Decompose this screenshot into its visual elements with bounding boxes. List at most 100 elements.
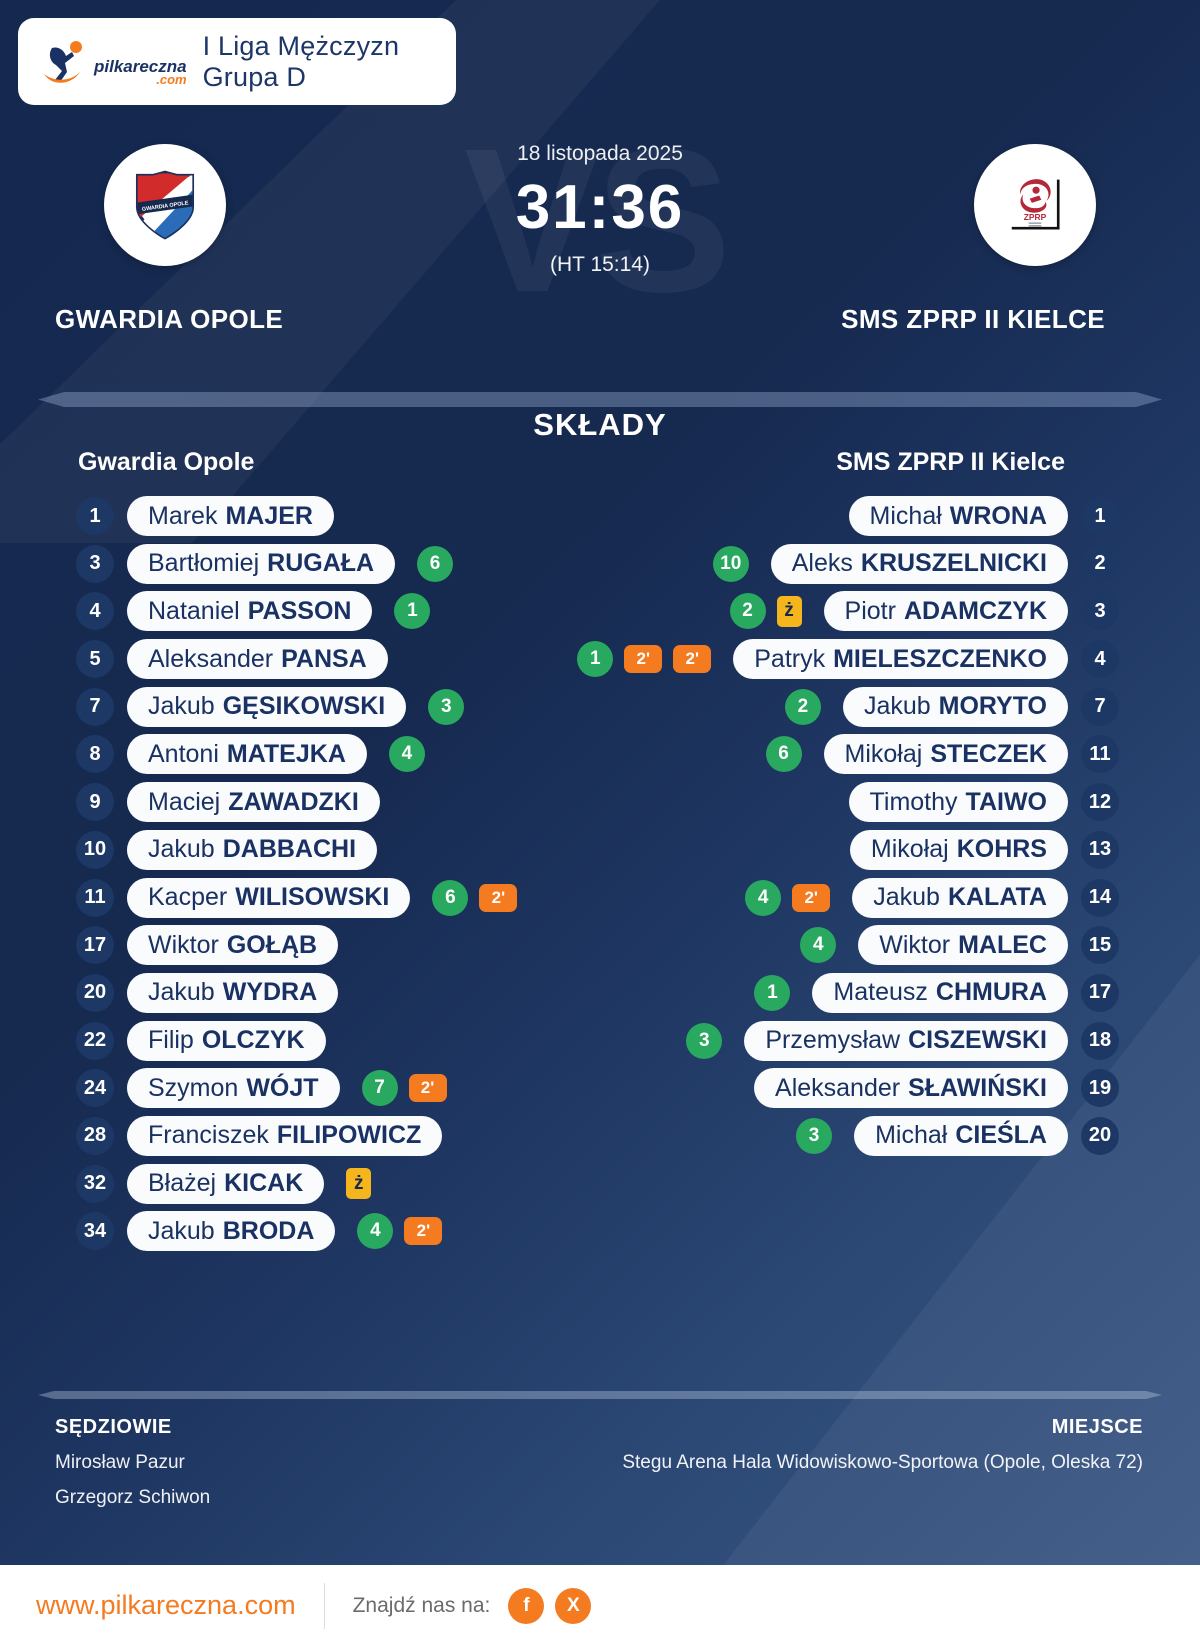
player-name-pill: Aleksander PANSA <box>127 639 388 680</box>
player-first-name: Antoni <box>148 739 219 768</box>
player-first-name: Piotr <box>844 596 896 625</box>
player-name-pill: Aleksander SŁAWIŃSKI <box>754 1068 1068 1109</box>
player-last-name: RUGAŁA <box>267 549 375 578</box>
player-last-name: MAJER <box>225 501 313 530</box>
vs-watermark: VS <box>464 106 731 335</box>
player-last-name: KICAK <box>224 1169 304 1198</box>
player-name-pill: Mikołaj STECZEK <box>823 734 1068 775</box>
score-block: 18 listopada 2025 31:36 (HT 15:14) <box>0 142 1200 277</box>
player-name-pill: Bartłomiej RUGAŁA <box>127 543 396 584</box>
player-name-pill: Franciszek FILIPOWICZ <box>127 1115 443 1156</box>
suspension-2min-badge: 2' <box>408 1074 447 1103</box>
player-badges: 3 <box>428 688 465 725</box>
player-row: 4 Nataniel PASSON 1 <box>76 591 431 632</box>
suspension-2min-badge: 2' <box>673 645 712 674</box>
shirt-number: 3 <box>1081 592 1119 631</box>
player-last-name: TAIWO <box>965 787 1047 816</box>
shirt-number: 7 <box>1081 687 1119 726</box>
player-first-name: Jakub <box>148 692 215 721</box>
final-score: 31:36 <box>515 173 685 242</box>
player-first-name: Timothy <box>869 787 958 816</box>
player-name-pill: Maciej ZAWADZKI <box>127 782 380 823</box>
player-last-name: SŁAWIŃSKI <box>908 1073 1047 1102</box>
facebook-icon[interactable]: f <box>508 1587 545 1624</box>
player-row: 8 Antoni MATEJKA 4 <box>76 734 425 775</box>
shirt-number: 1 <box>1081 497 1119 535</box>
player-row: 1 Marek MAJER <box>76 496 334 536</box>
player-first-name: Jakub <box>148 978 215 1007</box>
match-date: 18 listopada 2025 <box>517 142 683 165</box>
player-last-name: KRUSZELNICKI <box>860 549 1047 578</box>
player-first-name: Michał <box>875 1121 948 1150</box>
player-first-name: Szymon <box>148 1073 239 1102</box>
player-badges: 3 <box>686 1022 723 1059</box>
league-header-card: pilkareczna .com I Liga Mężczyzn Grupa D <box>18 18 456 105</box>
player-last-name: ADAMCZYK <box>903 596 1047 625</box>
player-name-pill: Wiktor MALEC <box>858 925 1068 966</box>
goals-badge: 4 <box>745 879 782 916</box>
player-badges: 1 <box>754 974 791 1011</box>
goals-badge: 4 <box>388 736 425 773</box>
goals-badge: 2 <box>729 593 766 630</box>
zprp-crest-icon: ZPRP <box>1011 179 1060 230</box>
halftime-score: (HT 15:14) <box>550 253 650 276</box>
player-row: 2 Jakub MORYTO 7 <box>784 686 1119 727</box>
logo-tld: .com <box>156 71 187 87</box>
player-last-name: MORYTO <box>938 692 1047 721</box>
player-badges: 4 <box>800 927 837 964</box>
player-name-pill: Piotr ADAMCZYK <box>823 591 1068 632</box>
goals-badge: 3 <box>686 1022 723 1059</box>
shirt-number: 15 <box>1081 926 1119 965</box>
player-name-pill: Kacper WILISOWSKI <box>127 877 411 918</box>
x-twitter-icon[interactable]: X <box>555 1587 592 1624</box>
player-first-name: Jakub <box>873 883 940 911</box>
shirt-number: 10 <box>76 830 114 869</box>
player-badges: ż <box>346 1168 372 1200</box>
player-last-name: CISZEWSKI <box>908 1026 1047 1055</box>
player-first-name: Mateusz <box>833 978 928 1007</box>
player-badges: 6 2' <box>432 879 518 916</box>
player-first-name: Kacper <box>148 883 228 911</box>
away-team-logo: ZPRP <box>974 144 1096 266</box>
player-first-name: Bartłomiej <box>148 549 260 578</box>
away-roster: Michał WRONA 1 10 Aleks KRUSZELNICKI 2 2 ż Piotr A… <box>577 496 1119 1156</box>
player-last-name: KOHRS <box>956 835 1047 864</box>
player-first-name: Mikołaj <box>844 739 923 768</box>
shirt-number: 13 <box>1081 830 1119 869</box>
player-row: 32 Błażej KICAK ż <box>76 1163 372 1204</box>
player-name-pill: Wiktor GOŁĄB <box>127 925 339 966</box>
player-badges: 2 <box>784 688 821 725</box>
player-first-name: Franciszek <box>148 1121 269 1150</box>
shirt-number: 11 <box>76 878 114 917</box>
footer-divider <box>38 1391 1162 1399</box>
shirt-number: 24 <box>76 1069 114 1108</box>
player-first-name: Filip <box>148 1026 194 1055</box>
player-row: 10 Aleks KRUSZELNICKI 2 <box>712 543 1119 584</box>
player-last-name: KALATA <box>947 883 1047 911</box>
player-row: Mikołaj KOHRS 13 <box>849 829 1119 870</box>
suspension-2min-badge: 2' <box>404 1217 443 1246</box>
venue-name: Stegu Arena Hala Widowiskowo-Sportowa (O… <box>622 1452 1143 1473</box>
yellow-card-badge: ż <box>776 595 802 627</box>
shirt-number: 4 <box>1081 640 1119 679</box>
goals-badge: 6 <box>765 736 802 773</box>
referees-label: SĘDZIOWIE <box>55 1416 172 1438</box>
player-row: 3 Bartłomiej RUGAŁA 6 <box>76 543 454 584</box>
player-first-name: Błażej <box>148 1169 217 1198</box>
player-row: 11 Kacper WILISOWSKI 6 2' <box>76 877 518 918</box>
player-last-name: BRODA <box>222 1216 315 1245</box>
shirt-number: 8 <box>76 735 114 774</box>
player-name-pill: Filip OLCZYK <box>127 1020 326 1061</box>
player-name-pill: Jakub BRODA <box>127 1211 336 1252</box>
player-first-name: Aleksander <box>775 1073 901 1102</box>
player-row: 1 Mateusz CHMURA 17 <box>754 972 1119 1013</box>
player-last-name: MALEC <box>958 930 1047 959</box>
suspension-2min-badge: 2' <box>479 883 518 912</box>
player-name-pill: Błażej KICAK <box>127 1163 325 1204</box>
player-row: Timothy TAIWO 12 <box>848 782 1119 823</box>
goals-badge: 6 <box>417 545 454 582</box>
referee-name: Mirosław Pazur <box>55 1452 185 1473</box>
website-link[interactable]: www.pilkareczna.com <box>36 1590 296 1620</box>
svg-text:ZPRP: ZPRP <box>1024 212 1047 222</box>
